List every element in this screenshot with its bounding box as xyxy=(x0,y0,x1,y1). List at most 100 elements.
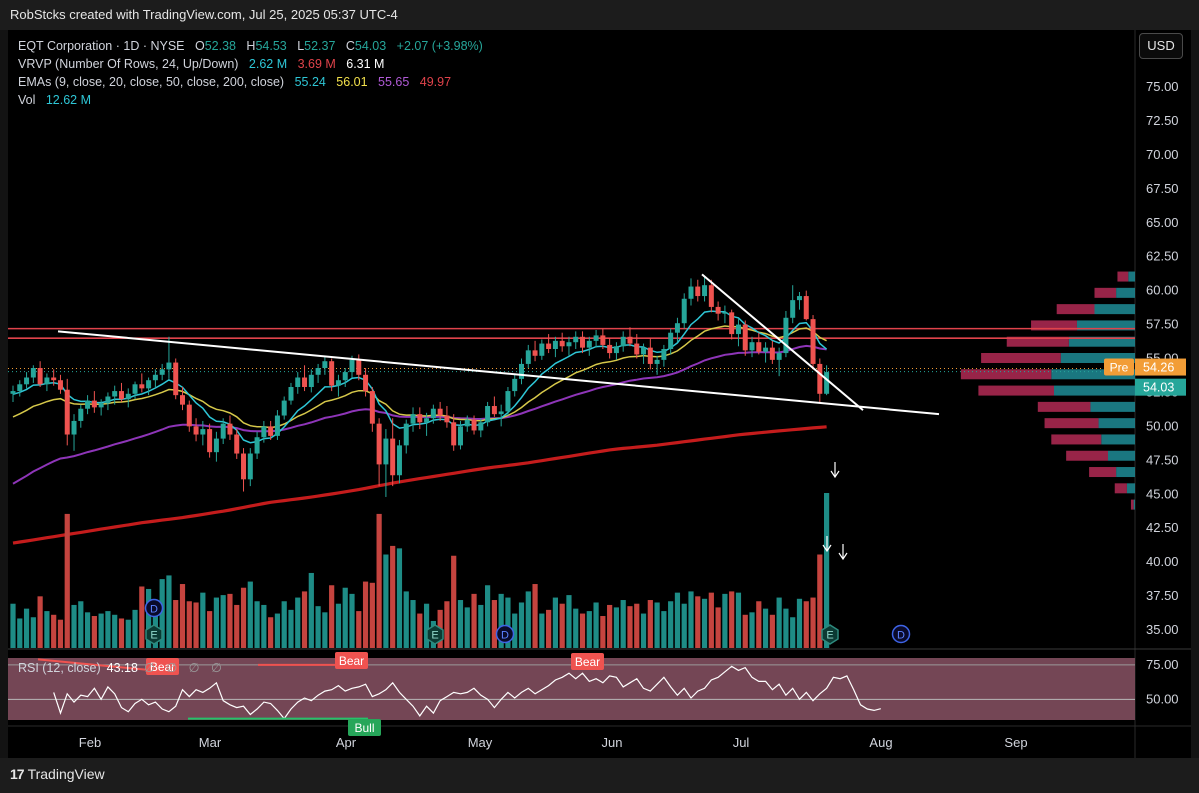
candle-body xyxy=(64,389,70,435)
volume-bar xyxy=(64,513,70,648)
volume-bar xyxy=(57,619,64,648)
candle-body xyxy=(57,380,63,390)
candle-body xyxy=(234,434,240,454)
candle-body xyxy=(702,285,708,297)
volume-bar xyxy=(159,579,165,648)
chart-canvas[interactable]: D E E D E D 75.00 72.50 70.00 67.50 65.00 62.50 60.0… xyxy=(8,30,1191,758)
candle-body xyxy=(410,414,416,424)
volume-bar xyxy=(471,593,477,648)
volume-bar xyxy=(701,598,708,648)
earnings-marker-icon[interactable] xyxy=(426,624,444,645)
candle-body xyxy=(356,359,362,375)
candle-body xyxy=(71,420,77,435)
candle-body xyxy=(688,286,694,299)
volume-profile-down-bar xyxy=(1056,304,1095,315)
candle-body xyxy=(505,391,511,412)
volume-profile-down-bar xyxy=(1037,401,1091,412)
volume-bar xyxy=(261,604,267,648)
time-axis-tick: Sep xyxy=(1004,735,1027,750)
event-marker-label: E xyxy=(431,630,438,642)
volume-profile-up-bar xyxy=(1116,467,1135,478)
event-marker-label: D xyxy=(150,604,158,616)
volume-bar xyxy=(796,598,803,648)
volume-bar xyxy=(125,619,131,648)
candle-body xyxy=(451,422,457,446)
volume-bar xyxy=(695,596,701,648)
volume-bar xyxy=(308,572,314,648)
volume-bar xyxy=(71,604,77,648)
rsi-label[interactable]: RSI (12, close) xyxy=(18,661,101,675)
tradingview-logo[interactable]: 17 TradingView xyxy=(10,766,105,782)
candle-body xyxy=(519,363,524,379)
candle-body xyxy=(193,426,199,435)
trendline-long[interactable] xyxy=(57,330,940,416)
volume-profile-down-bar xyxy=(1117,271,1129,282)
dividend-marker-icon[interactable] xyxy=(891,624,911,644)
volume-bar xyxy=(417,613,423,648)
candle-body xyxy=(681,298,687,324)
down-arrow-icon-head xyxy=(822,544,832,553)
candle-body xyxy=(444,415,450,423)
rsi-legend[interactable]: RSI (12, close) 43.18 ∅ ∅ ∅ ∅ xyxy=(18,660,226,675)
volume-profile-up-bar xyxy=(1076,320,1135,331)
candle-body xyxy=(756,342,762,352)
time-axis-tick: Apr xyxy=(336,735,357,750)
candle-body xyxy=(600,335,606,345)
candle-body xyxy=(152,374,158,381)
volume-bar xyxy=(166,575,172,648)
volume-bar xyxy=(213,597,219,648)
candle-body xyxy=(580,336,586,348)
volume-bar xyxy=(634,603,640,648)
currency-button[interactable]: USD xyxy=(1139,33,1183,59)
volume-bar xyxy=(44,611,50,648)
price-axis-tick: 40.00 xyxy=(1146,554,1179,569)
candle-body xyxy=(464,419,470,427)
volume-profile-up-bar xyxy=(1128,271,1135,282)
volume-bar xyxy=(457,600,464,648)
dividend-marker-icon[interactable] xyxy=(495,624,515,644)
volume-bar xyxy=(627,606,633,648)
candle-body xyxy=(485,406,491,423)
volume-bar xyxy=(715,607,721,648)
volume-bar xyxy=(173,600,179,648)
volume-bar xyxy=(776,597,782,648)
candle-body xyxy=(315,368,321,375)
volume-bar xyxy=(586,611,592,648)
earnings-marker-icon[interactable] xyxy=(145,624,163,645)
volume-profile-down-bar xyxy=(1044,418,1099,429)
volume-bar xyxy=(342,587,348,648)
time-axis-tick: Jun xyxy=(602,735,623,750)
earnings-marker-icon[interactable] xyxy=(821,624,839,645)
volume-bar xyxy=(78,601,84,648)
candle-body xyxy=(471,419,477,431)
volume-bar xyxy=(654,602,660,648)
candle-body xyxy=(634,343,640,355)
candle-body xyxy=(661,348,667,360)
volume-profile-down-bar xyxy=(1114,483,1127,494)
volume-profile-up-bar xyxy=(1094,304,1135,315)
rsi-signal-text: Bull xyxy=(354,721,374,735)
price-axis-tick: 57.50 xyxy=(1146,317,1179,332)
candle-body xyxy=(118,391,124,400)
volume-profile-down-bar xyxy=(1130,499,1134,510)
pre-price-text: 54.26 xyxy=(1143,361,1174,375)
candle-body xyxy=(329,361,335,386)
candle-body xyxy=(417,414,423,423)
volume-bar xyxy=(478,604,484,648)
candle-body xyxy=(810,319,816,364)
volume-bar xyxy=(84,612,91,648)
volume-bar xyxy=(817,554,823,648)
volume-bar xyxy=(349,593,355,648)
candle-body xyxy=(302,377,308,388)
tradingview-mark-icon: 17 xyxy=(10,766,25,782)
trendline-short[interactable] xyxy=(701,273,864,411)
chart-frame[interactable]: D E E D E D 75.00 72.50 70.00 67.50 65.00 62.50 60.0… xyxy=(8,30,1191,758)
candle-body xyxy=(85,400,91,409)
candle-body xyxy=(24,377,30,385)
volume-bar xyxy=(227,593,233,648)
dividend-marker-icon[interactable] xyxy=(144,598,164,618)
candle-body xyxy=(641,347,647,355)
volume-bar xyxy=(105,611,111,648)
last-price-text: 54.03 xyxy=(1143,381,1174,395)
candle-body xyxy=(146,380,152,389)
